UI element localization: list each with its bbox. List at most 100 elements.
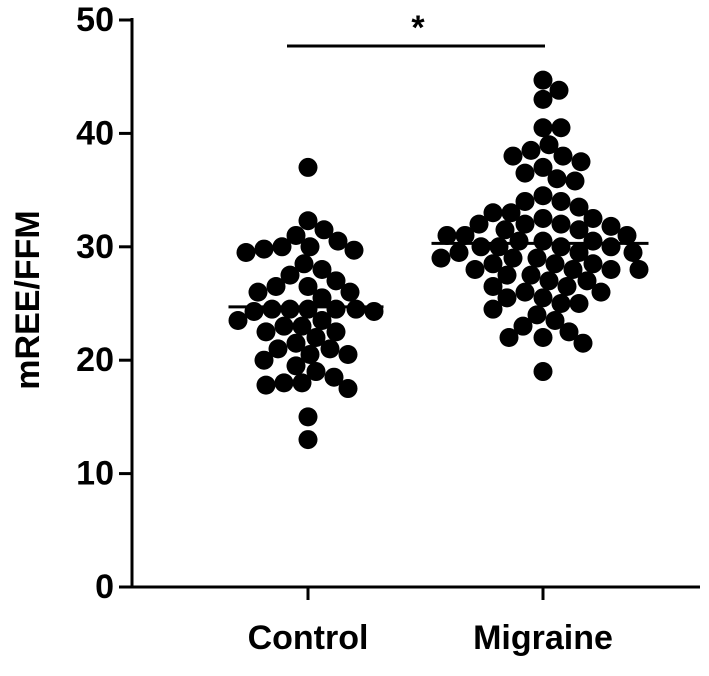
data-point <box>565 171 585 191</box>
data-point <box>431 248 451 268</box>
data-point <box>601 237 621 257</box>
data-point <box>533 157 553 177</box>
data-point <box>286 225 306 245</box>
data-point <box>497 288 517 308</box>
data-point <box>515 163 535 183</box>
data-point <box>306 362 326 382</box>
data-point <box>501 203 521 223</box>
data-point <box>569 220 589 240</box>
data-point <box>306 328 326 348</box>
data-point <box>274 316 294 336</box>
data-point <box>292 373 312 393</box>
data-point <box>254 239 274 259</box>
data-point <box>503 248 523 268</box>
data-point <box>328 231 348 251</box>
data-point <box>569 197 589 217</box>
data-point <box>455 225 475 245</box>
data-point <box>533 362 553 382</box>
data-point <box>533 70 553 90</box>
data-point <box>557 276 577 296</box>
data-point <box>312 259 332 279</box>
y-tick-label: 0 <box>95 568 114 606</box>
data-point <box>298 276 318 296</box>
data-point <box>320 339 340 359</box>
data-point <box>280 265 300 285</box>
data-point <box>344 240 364 260</box>
data-point <box>437 225 457 245</box>
data-point <box>292 316 312 336</box>
data-point <box>298 430 318 450</box>
data-point <box>583 254 603 274</box>
data-point <box>314 220 334 240</box>
data-point <box>244 301 264 321</box>
data-point <box>539 271 559 291</box>
data-point <box>563 259 583 279</box>
data-point <box>569 242 589 262</box>
data-point <box>471 237 491 257</box>
data-point <box>533 186 553 206</box>
data-point <box>483 203 503 223</box>
data-point <box>545 311 565 331</box>
data-point <box>515 282 535 302</box>
data-point <box>254 350 274 370</box>
data-point <box>551 294 571 313</box>
data-point <box>268 339 288 359</box>
data-point <box>571 152 591 172</box>
data-point <box>300 237 320 257</box>
data-point <box>513 316 533 336</box>
y-tick-label: 30 <box>76 228 114 266</box>
data-point <box>583 208 603 228</box>
data-point <box>298 211 318 231</box>
y-tick-label: 50 <box>76 1 114 39</box>
data-point <box>533 328 553 348</box>
data-point <box>533 118 553 138</box>
data-point <box>338 345 358 365</box>
data-point <box>591 282 611 302</box>
data-point <box>449 242 469 262</box>
data-point <box>577 271 597 291</box>
data-point <box>509 231 529 251</box>
data-point <box>483 276 503 296</box>
y-tick-label: 10 <box>76 455 114 493</box>
data-point <box>248 282 268 302</box>
data-point <box>346 299 366 319</box>
data-point <box>533 89 553 109</box>
y-tick-label: 40 <box>76 114 114 152</box>
data-point <box>601 259 621 279</box>
data-point <box>499 328 519 348</box>
data-point <box>495 220 515 240</box>
data-point <box>515 191 535 211</box>
data-point <box>549 80 569 100</box>
data-point <box>547 169 567 189</box>
data-point <box>465 259 485 279</box>
data-point <box>228 311 248 331</box>
data-point <box>324 367 344 387</box>
data-point <box>539 135 559 155</box>
significance-annotation: * <box>411 9 425 47</box>
data-point <box>364 301 384 321</box>
data-point <box>326 322 346 342</box>
data-point <box>286 333 306 353</box>
data-point <box>272 237 292 257</box>
y-tick-label: 20 <box>76 341 114 379</box>
data-point <box>533 231 553 251</box>
data-point <box>294 254 314 274</box>
data-point <box>300 345 320 365</box>
data-point <box>551 118 571 138</box>
data-point <box>551 214 571 234</box>
data-point <box>312 288 332 308</box>
x-tick-label: Control <box>248 619 369 657</box>
data-point <box>559 322 579 342</box>
data-point <box>256 375 276 395</box>
data-point <box>298 299 318 319</box>
data-point <box>551 237 571 257</box>
data-point <box>573 333 593 353</box>
data-point <box>280 299 300 319</box>
data-point <box>521 140 541 160</box>
data-point <box>553 146 573 166</box>
data-point <box>497 265 517 285</box>
y-axis-label: mREE/FFM <box>9 210 47 389</box>
data-point <box>527 248 547 268</box>
data-point <box>298 157 318 177</box>
data-point <box>583 231 603 251</box>
